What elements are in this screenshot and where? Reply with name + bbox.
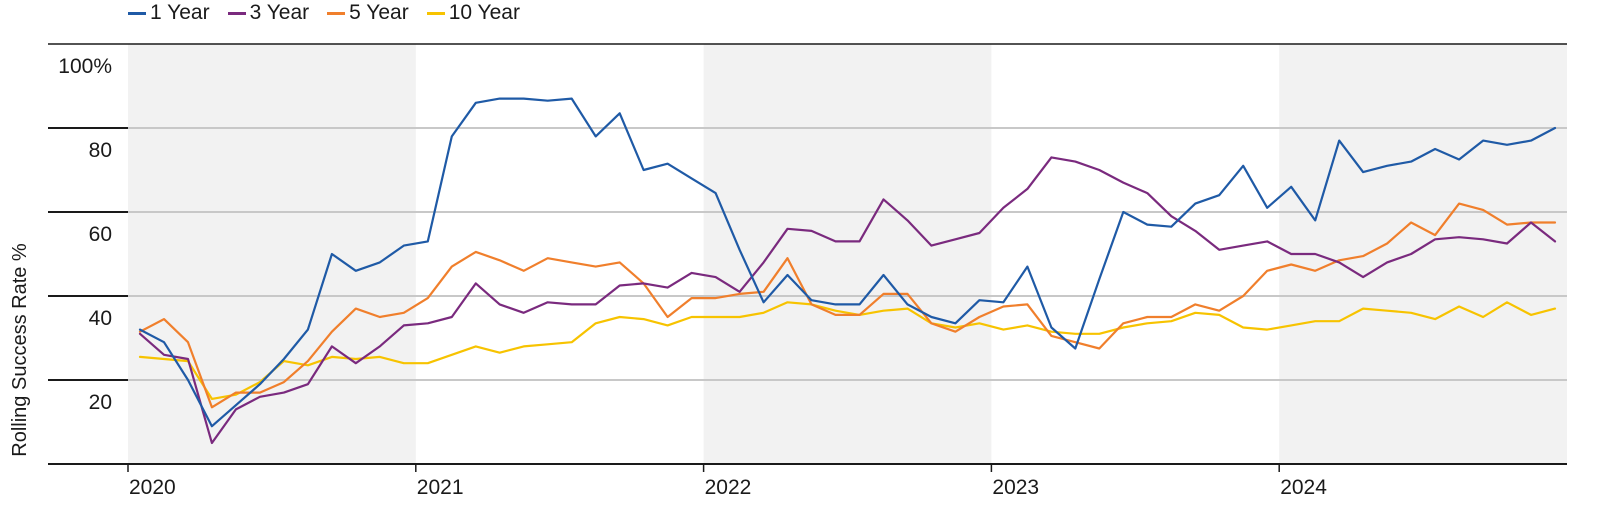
x-tick-label-2024: 2024 — [1280, 476, 1327, 499]
legend-item-5-year: 5 Year — [327, 1, 409, 25]
x-tick-label-2023: 2023 — [992, 476, 1039, 499]
year-band-2024 — [1279, 44, 1567, 464]
year-shading-bands — [128, 44, 1567, 464]
y-tick-label-60: 60 — [89, 223, 112, 246]
x-tick-label-2021: 2021 — [417, 476, 464, 499]
legend-item-10-year: 10 Year — [426, 1, 520, 25]
legend-swatch-3-year — [227, 11, 246, 15]
chart-legend: 1 Year 3 Year 5 Year 10 Year — [128, 0, 520, 26]
legend-label-5-year: 5 Year — [349, 1, 409, 24]
legend-swatch-1-year — [128, 11, 146, 15]
x-tick-label-2022: 2022 — [705, 476, 752, 499]
year-band-2020 — [128, 44, 416, 464]
series-line-10-year — [138, 301, 1557, 400]
y-axis-tick-labels: 100% 80 60 40 20 — [58, 55, 112, 414]
x-tick-label-2020: 2020 — [129, 476, 176, 499]
y-tick-label-100: 100% — [58, 55, 112, 78]
grid-lines — [48, 43, 1567, 465]
series-line-1-year — [138, 97, 1557, 428]
legend-label-10-year: 10 Year — [448, 1, 520, 24]
y-tick-label-40: 40 — [89, 307, 112, 330]
legend-label-1-year: 1 Year — [150, 1, 210, 24]
legend-item-3-year: 3 Year — [227, 1, 310, 25]
legend-swatch-5-year — [327, 11, 346, 15]
legend-item-1-year: 1 Year — [128, 1, 210, 25]
x-axis-tick-labels: 2020 2021 2022 2023 2024 — [127, 464, 1327, 499]
series-lines — [138, 97, 1557, 445]
legend-label-3-year: 3 Year — [249, 1, 310, 24]
year-band-2022 — [703, 44, 992, 464]
y-tick-label-20: 20 — [89, 391, 112, 414]
legend-swatch-10-year — [426, 11, 445, 15]
series-line-5-year — [138, 202, 1557, 409]
y-axis-title: Rolling Success Rate % — [9, 243, 31, 457]
series-line-3-year — [138, 156, 1557, 445]
y-tick-label-80: 80 — [89, 139, 112, 162]
